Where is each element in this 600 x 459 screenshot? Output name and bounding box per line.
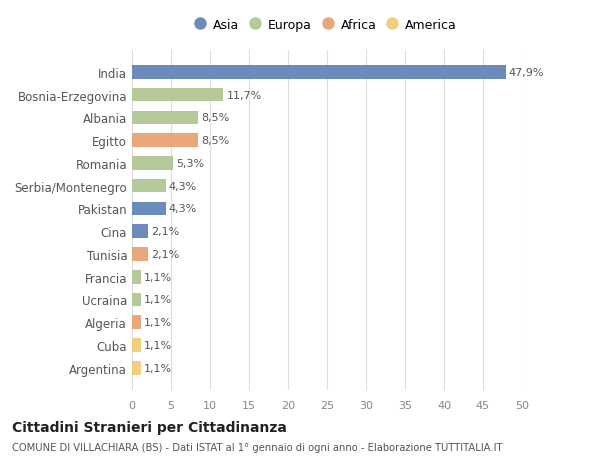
Text: 8,5%: 8,5% — [202, 136, 230, 146]
Bar — [132, 361, 140, 375]
Bar — [132, 293, 140, 307]
Text: 11,7%: 11,7% — [226, 90, 262, 101]
Bar — [132, 134, 198, 148]
Text: 1,1%: 1,1% — [144, 318, 172, 327]
Text: 2,1%: 2,1% — [151, 249, 180, 259]
Bar — [132, 338, 140, 352]
Text: 1,1%: 1,1% — [144, 363, 172, 373]
Text: 47,9%: 47,9% — [509, 68, 544, 78]
Text: 1,1%: 1,1% — [144, 272, 172, 282]
Text: Cittadini Stranieri per Cittadinanza: Cittadini Stranieri per Cittadinanza — [12, 420, 287, 434]
Bar — [132, 202, 166, 216]
Bar — [132, 247, 148, 261]
Legend: Asia, Europa, Africa, America: Asia, Europa, Africa, America — [191, 12, 463, 38]
Bar — [132, 157, 173, 170]
Text: 8,5%: 8,5% — [202, 113, 230, 123]
Bar — [132, 225, 148, 239]
Bar — [132, 270, 140, 284]
Text: 5,3%: 5,3% — [176, 158, 205, 168]
Text: 1,1%: 1,1% — [144, 340, 172, 350]
Bar — [132, 66, 506, 79]
Text: 4,3%: 4,3% — [169, 204, 197, 214]
Text: COMUNE DI VILLACHIARA (BS) - Dati ISTAT al 1° gennaio di ogni anno - Elaborazion: COMUNE DI VILLACHIARA (BS) - Dati ISTAT … — [12, 442, 503, 452]
Text: 2,1%: 2,1% — [151, 227, 180, 237]
Text: 4,3%: 4,3% — [169, 181, 197, 191]
Text: 1,1%: 1,1% — [144, 295, 172, 305]
Bar — [132, 89, 223, 102]
Bar — [132, 179, 166, 193]
Bar — [132, 316, 140, 329]
Bar — [132, 112, 198, 125]
